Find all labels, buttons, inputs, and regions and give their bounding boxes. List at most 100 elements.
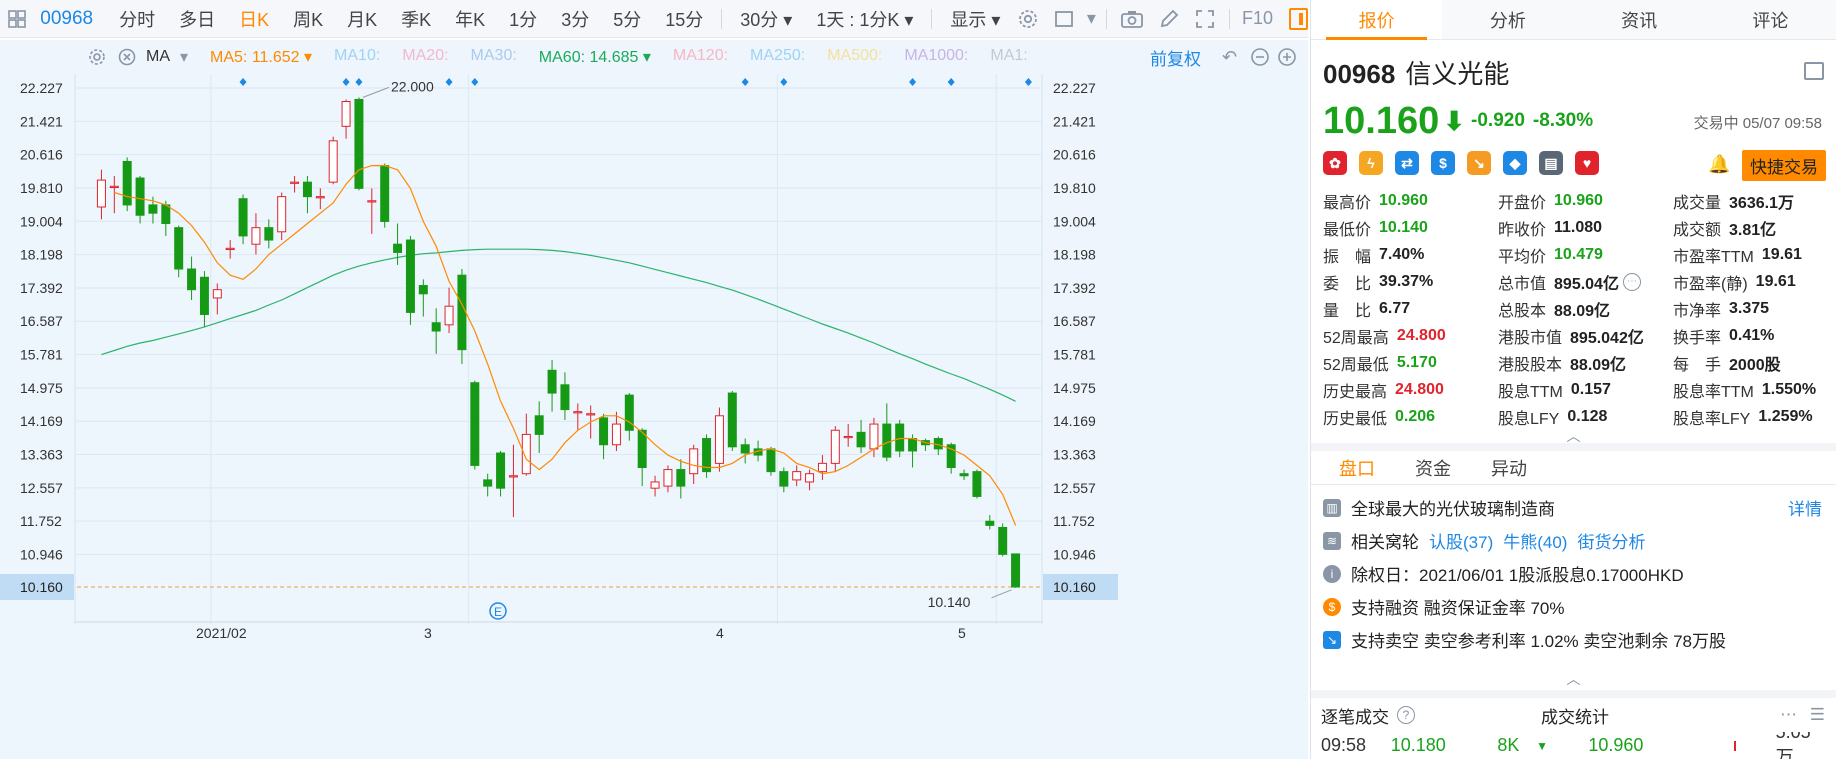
- period-tab-10[interactable]: 15分: [665, 9, 704, 30]
- event-diamond-icon[interactable]: [471, 78, 479, 86]
- candle-body[interactable]: [779, 471, 789, 487]
- candle-body[interactable]: [817, 462, 827, 473]
- event-diamond-icon[interactable]: [342, 78, 350, 86]
- collapse-chevron-icon[interactable]: ︿: [1566, 671, 1581, 687]
- shuffle-icon[interactable]: ⇄: [1395, 151, 1419, 175]
- detail-link[interactable]: 详情: [1788, 500, 1822, 519]
- candle-body[interactable]: [869, 423, 879, 450]
- candle-body[interactable]: [521, 433, 531, 475]
- candle-body[interactable]: [676, 469, 686, 487]
- warrant-link-cbbc[interactable]: 牛熊(40): [1503, 533, 1568, 552]
- ma-indicator-7[interactable]: MA500:: [827, 47, 883, 64]
- candle-body[interactable]: [174, 227, 184, 270]
- sub-tab-1[interactable]: 资金: [1415, 458, 1451, 479]
- more-circle-icon[interactable]: ⋯: [1622, 272, 1641, 291]
- collapse-chevron-icon[interactable]: ︿: [1566, 428, 1581, 444]
- candle-body[interactable]: [882, 423, 892, 458]
- candle-body[interactable]: [740, 444, 750, 454]
- ma-indicator-6[interactable]: MA250:: [750, 47, 806, 64]
- more-icon[interactable]: ⋯: [1780, 705, 1797, 724]
- period-tab-2[interactable]: 日K: [239, 9, 270, 30]
- candle-body[interactable]: [225, 247, 235, 251]
- period-tab-1[interactable]: 多日: [179, 9, 216, 30]
- candle-body[interactable]: [302, 181, 312, 198]
- candle-body[interactable]: [161, 204, 171, 225]
- camera-icon[interactable]: [1121, 8, 1144, 30]
- candle-body[interactable]: [135, 177, 145, 216]
- bell-icon[interactable]: 🔔: [1708, 154, 1731, 174]
- ma-indicator-8[interactable]: MA1000:: [904, 47, 969, 64]
- settings-icon[interactable]: [86, 46, 108, 68]
- candle-body[interactable]: [908, 438, 918, 452]
- kline-chart-area[interactable]: 22.227 22.227 21.421 21.421 20.616 20.616 19.8…: [0, 74, 1308, 759]
- fast-trade-button[interactable]: 快捷交易: [1742, 150, 1826, 181]
- candle-body[interactable]: [187, 268, 197, 291]
- ledger-icon[interactable]: ▤: [1539, 151, 1563, 175]
- candle-body[interactable]: [689, 448, 699, 475]
- candle-body[interactable]: [148, 204, 158, 214]
- candle-body[interactable]: [290, 181, 300, 184]
- layout-icon[interactable]: [1054, 8, 1074, 30]
- help-icon[interactable]: ?: [1397, 706, 1415, 724]
- candle-body[interactable]: [405, 239, 415, 313]
- candle-body[interactable]: [534, 415, 544, 435]
- candle-body[interactable]: [714, 415, 724, 464]
- close-circle-icon[interactable]: [116, 46, 138, 68]
- zoom-out-icon[interactable]: [1250, 47, 1270, 72]
- candle-body[interactable]: [393, 243, 403, 253]
- panel-tab-2[interactable]: 资讯: [1621, 10, 1658, 31]
- candle-body[interactable]: [264, 227, 274, 241]
- candle-body[interactable]: [972, 471, 982, 497]
- pencil-icon[interactable]: [1159, 8, 1179, 30]
- candle-body[interactable]: [109, 185, 119, 188]
- ma-indicator-0[interactable]: MA5: 11.652 ▾: [210, 49, 313, 66]
- candle-body[interactable]: [856, 431, 866, 448]
- settings-icon[interactable]: [1018, 8, 1038, 30]
- candle-body[interactable]: [470, 382, 480, 466]
- candle-body[interactable]: [354, 98, 364, 189]
- candle-body[interactable]: [946, 444, 956, 468]
- event-diamond-icon[interactable]: [780, 78, 788, 86]
- event-diamond-icon[interactable]: [741, 78, 749, 86]
- candle-body[interactable]: [624, 394, 634, 431]
- tag-icon[interactable]: ◆: [1503, 151, 1527, 175]
- warrant-link-call[interactable]: 认股(37): [1429, 533, 1494, 552]
- trend-icon[interactable]: ↘: [1467, 151, 1491, 175]
- event-diamond-icon[interactable]: [909, 78, 917, 86]
- period-tab-0[interactable]: 分时: [119, 9, 156, 30]
- candle-body[interactable]: [766, 448, 776, 473]
- candle-body[interactable]: [418, 285, 428, 295]
- panel-tab-1[interactable]: 分析: [1489, 10, 1526, 31]
- candle-body[interactable]: [959, 473, 969, 477]
- candle-body[interactable]: [586, 413, 596, 416]
- candle-body[interactable]: [663, 469, 673, 487]
- candle-body[interactable]: [805, 473, 815, 483]
- candle-body[interactable]: [341, 101, 351, 127]
- undo-icon[interactable]: ↶: [1222, 46, 1238, 67]
- sub-tab-0[interactable]: 盘口: [1339, 458, 1375, 479]
- event-diamond-icon[interactable]: [1024, 78, 1032, 86]
- period-tab-3[interactable]: 周K: [293, 9, 324, 30]
- fullscreen-icon[interactable]: [1195, 8, 1215, 30]
- candle-body[interactable]: [251, 227, 261, 245]
- event-diamond-icon[interactable]: [355, 78, 363, 86]
- candle-body[interactable]: [238, 198, 248, 237]
- candle-body[interactable]: [985, 520, 995, 526]
- zoom-in-icon[interactable]: [1277, 47, 1297, 72]
- candle-body[interactable]: [998, 526, 1008, 555]
- event-diamond-icon[interactable]: [445, 78, 453, 86]
- chevron-down-icon[interactable]: ▾: [1086, 8, 1096, 28]
- candle-body[interactable]: [496, 452, 506, 489]
- candle-body[interactable]: [637, 429, 647, 468]
- candle-body[interactable]: [611, 423, 621, 446]
- candle-body[interactable]: [483, 479, 493, 487]
- kline-chart[interactable]: 22.227 22.227 21.421 21.421 20.616 20.616 19.8…: [0, 74, 1308, 759]
- ma-indicator-3[interactable]: MA30:: [470, 47, 517, 64]
- candle-body[interactable]: [96, 179, 106, 208]
- period-tab-12[interactable]: 1天 : 1分K ▾: [816, 9, 914, 30]
- period-tab-5[interactable]: 季K: [401, 9, 432, 30]
- earnings-marker-icon[interactable]: [489, 602, 507, 620]
- dollar-icon[interactable]: $: [1431, 151, 1455, 175]
- ma-indicator-5[interactable]: MA120:: [672, 47, 729, 64]
- f10-button[interactable]: F10: [1242, 8, 1274, 28]
